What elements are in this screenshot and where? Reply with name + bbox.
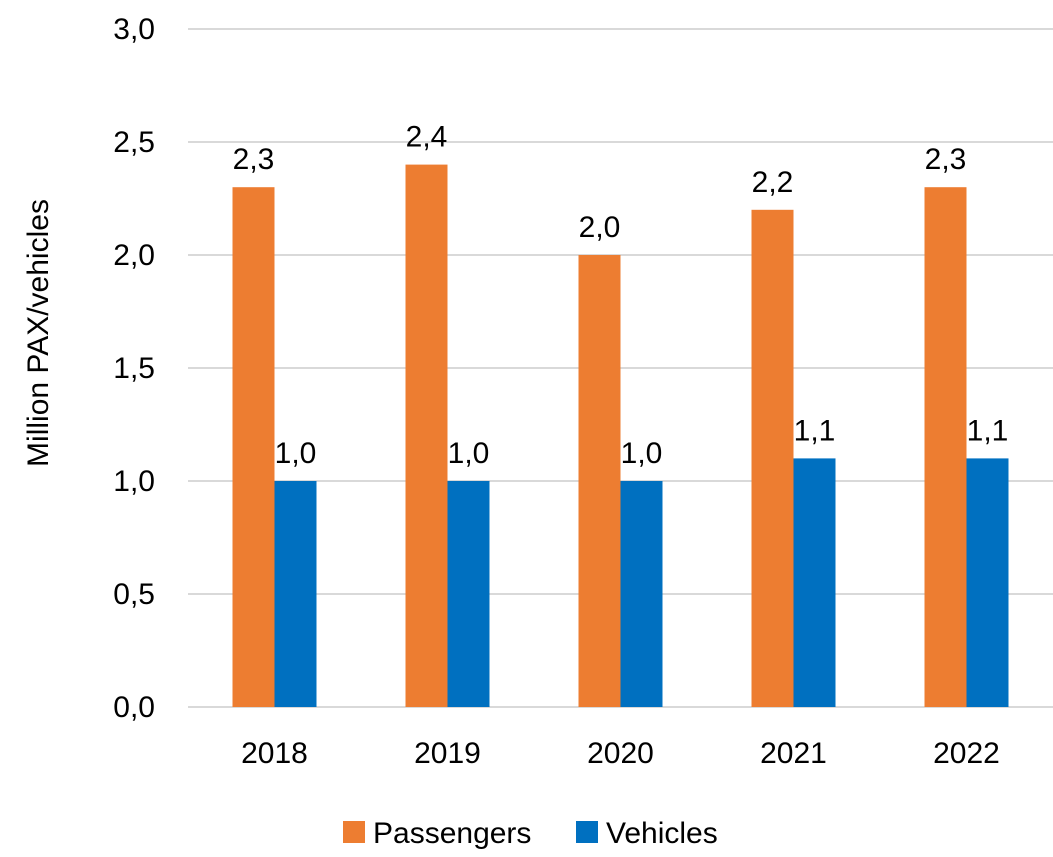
data-label-vehicles-2018: 1,0	[275, 437, 317, 470]
y-axis-title: Million PAX/vehicles	[22, 199, 55, 467]
bar-vehicles-2019	[447, 481, 490, 707]
legend-label-passengers: Passengers	[373, 817, 531, 850]
data-labels: 2,3 1,0 2,4 1,0 2,0 1,0 2,2 1,1 2,3 1,1	[233, 121, 1009, 470]
legend-label-vehicles: Vehicles	[606, 817, 718, 850]
bar-vehicles-2020	[620, 481, 663, 707]
y-tick-label: 2,5	[113, 126, 155, 159]
data-label-passengers-2022: 2,3	[925, 143, 967, 176]
y-tick-label: 1,0	[113, 465, 155, 498]
y-tick-label: 3,0	[113, 13, 155, 46]
data-label-passengers-2021: 2,2	[752, 166, 794, 199]
bar-passengers-2018	[232, 187, 275, 707]
legend-swatch-vehicles	[576, 821, 598, 843]
y-tick-label: 0,5	[113, 578, 155, 611]
y-tick-label: 0,0	[113, 691, 155, 724]
bar-passengers-2022	[924, 187, 967, 707]
data-label-vehicles-2019: 1,0	[448, 437, 490, 470]
bar-vehicles-2022	[966, 458, 1009, 707]
y-axis-ticks: 0,0 0,5 1,0 1,5 2,0 2,5 3,0	[113, 13, 155, 724]
y-tick-label: 2,0	[113, 239, 155, 272]
x-tick-label: 2019	[414, 737, 481, 770]
bars	[232, 164, 1009, 708]
legend-swatch-passengers	[343, 821, 365, 843]
data-label-vehicles-2022: 1,1	[967, 414, 1009, 447]
x-axis-ticks: 2018 2019 2020 2021 2022	[241, 737, 1000, 770]
bar-vehicles-2018	[274, 481, 317, 707]
bar-passengers-2021	[751, 209, 794, 708]
bar-passengers-2019	[405, 164, 448, 708]
bar-vehicles-2021	[793, 458, 836, 707]
data-label-vehicles-2021: 1,1	[794, 414, 836, 447]
data-label-vehicles-2020: 1,0	[621, 437, 663, 470]
x-tick-label: 2022	[933, 737, 1000, 770]
data-label-passengers-2020: 2,0	[579, 211, 621, 244]
x-tick-label: 2018	[241, 737, 308, 770]
bar-passengers-2020	[578, 255, 621, 707]
x-tick-label: 2021	[760, 737, 827, 770]
x-tick-label: 2020	[587, 737, 654, 770]
legend: Passengers Vehicles	[343, 817, 718, 850]
data-label-passengers-2019: 2,4	[406, 121, 448, 154]
data-label-passengers-2018: 2,3	[233, 143, 275, 176]
y-tick-label: 1,5	[113, 352, 155, 385]
